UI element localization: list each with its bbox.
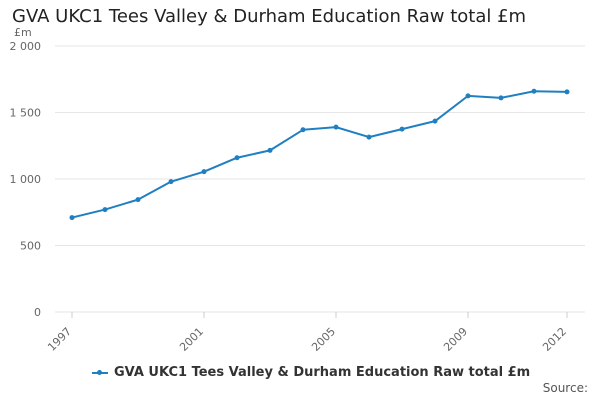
chart-title: GVA UKC1 Tees Valley & Durham Education … xyxy=(12,6,527,27)
data-point xyxy=(333,124,339,130)
x-tick-label: 2012 xyxy=(540,325,569,354)
data-point xyxy=(465,93,471,99)
x-tick-label: 2005 xyxy=(309,325,338,354)
data-point xyxy=(399,126,405,132)
source-label: Source: xyxy=(542,381,588,395)
data-point xyxy=(564,89,570,95)
data-point xyxy=(102,207,108,213)
data-point xyxy=(531,88,537,94)
series-group xyxy=(69,88,570,221)
x-tick-label: 1997 xyxy=(45,325,74,354)
data-point xyxy=(432,118,438,124)
x-axis-ticks: 1997 2001 2005 2009 2012 xyxy=(45,312,569,354)
y-tick-label: 0 xyxy=(34,306,41,319)
gridlines xyxy=(55,45,585,313)
legend-label: GVA UKC1 Tees Valley & Durham Education … xyxy=(114,365,531,380)
y-tick-label: 1 500 xyxy=(10,107,42,120)
data-point xyxy=(135,197,141,203)
data-point xyxy=(234,155,240,161)
data-point xyxy=(498,95,504,101)
y-axis-ticks: 0 500 1 000 1 500 2 000 xyxy=(10,40,42,319)
y-tick-label: 500 xyxy=(20,240,41,253)
data-point xyxy=(267,147,273,153)
data-point xyxy=(168,179,174,185)
legend[interactable]: GVA UKC1 Tees Valley & Durham Education … xyxy=(92,365,530,380)
x-tick-label: 2001 xyxy=(177,325,206,354)
legend-swatch xyxy=(92,369,108,375)
x-tick-label: 2009 xyxy=(441,325,470,354)
data-point xyxy=(201,169,207,175)
data-point xyxy=(69,215,75,221)
y-tick-label: 1 000 xyxy=(10,173,42,186)
data-point xyxy=(300,127,306,133)
y-axis-unit-label: £m xyxy=(14,26,32,39)
series-line xyxy=(71,90,568,219)
y-tick-label: 2 000 xyxy=(10,40,42,53)
data-point xyxy=(366,134,372,140)
